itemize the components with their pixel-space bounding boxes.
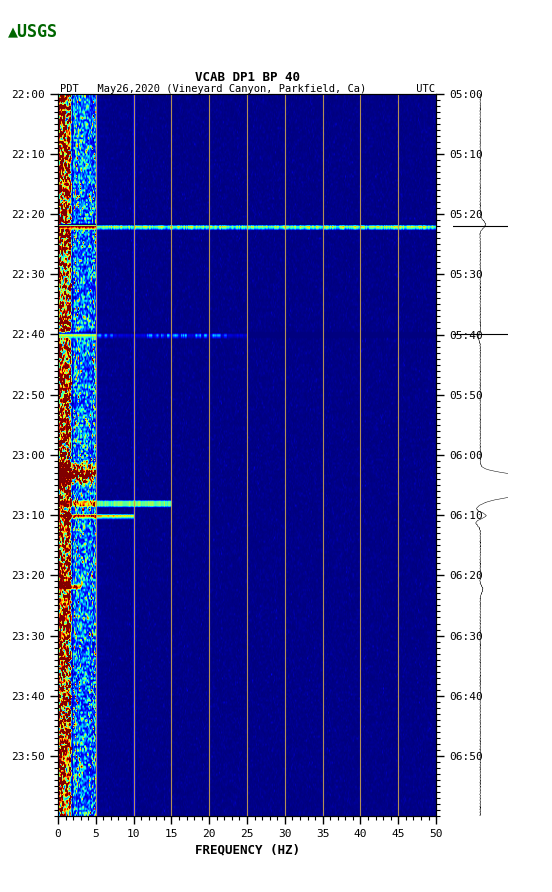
Text: VCAB DP1 BP 40: VCAB DP1 BP 40: [194, 70, 300, 84]
X-axis label: FREQUENCY (HZ): FREQUENCY (HZ): [194, 844, 300, 856]
Text: ▲USGS: ▲USGS: [8, 22, 59, 40]
Text: PDT   May26,2020 (Vineyard Canyon, Parkfield, Ca)        UTC: PDT May26,2020 (Vineyard Canyon, Parkfie…: [60, 84, 434, 94]
